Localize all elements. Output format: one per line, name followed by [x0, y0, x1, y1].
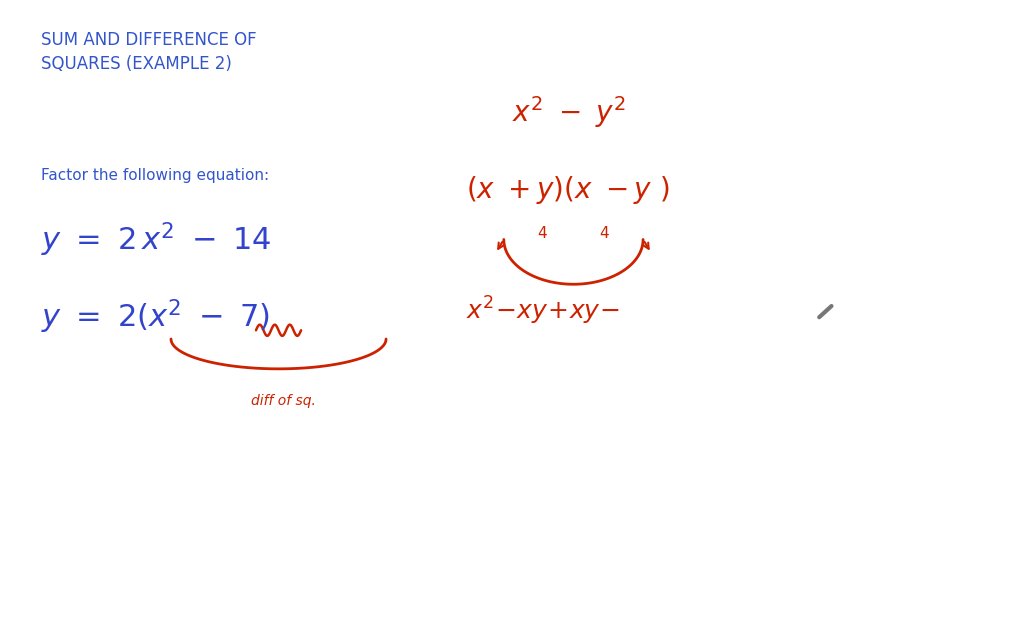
Text: diff of sq.: diff of sq.: [251, 394, 315, 408]
Text: $4$: $4$: [538, 225, 548, 241]
Text: Factor the following equation:: Factor the following equation:: [41, 168, 269, 183]
Text: $(x\ +y)(x\ -y\ )$: $(x\ +y)(x\ -y\ )$: [466, 174, 670, 206]
Text: $4$: $4$: [599, 225, 609, 241]
Text: SUM AND DIFFERENCE OF
SQUARES (EXAMPLE 2): SUM AND DIFFERENCE OF SQUARES (EXAMPLE 2…: [41, 31, 257, 73]
Text: $y\ =\ 2\,x^2\ -\ 14$: $y\ =\ 2\,x^2\ -\ 14$: [41, 220, 271, 259]
Text: $x^2\ -\ y^2$: $x^2\ -\ y^2$: [512, 94, 626, 130]
Text: $y\ =\ 2\left(x^2\ -\ 7\right)$: $y\ =\ 2\left(x^2\ -\ 7\right)$: [41, 298, 270, 337]
Text: $x^2\!-\!xy\!+\!xy\!-$: $x^2\!-\!xy\!+\!xy\!-$: [466, 295, 620, 327]
